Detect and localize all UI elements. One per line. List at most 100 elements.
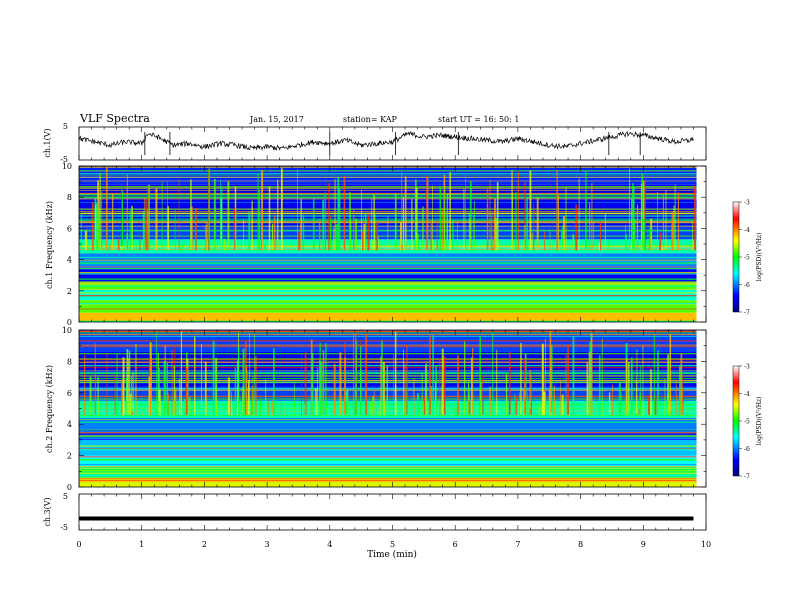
- ch2-heat-streak-104: [265, 379, 267, 415]
- ch2-heat-band-2: [79, 455, 697, 467]
- ch2-heat-streak-206: [155, 331, 157, 415]
- ch1-heat-streak-118: [472, 214, 474, 251]
- ch2-heat-streak-160: [325, 343, 327, 415]
- ch1-heat-streak-101: [343, 175, 346, 251]
- ch2-heat-streak-56: [530, 371, 533, 415]
- ch1-heat-streak-47: [401, 171, 403, 251]
- ch1-heat-hline-61: [79, 194, 697, 196]
- ch1-heat-streak-49: [297, 169, 299, 251]
- ch1-heat-streak-48: [117, 238, 120, 251]
- ch2-heat-streak-135: [403, 402, 405, 415]
- ch1-heat-streak-31: [99, 196, 100, 251]
- ch1-heat-streak-5: [268, 186, 271, 251]
- ch2-heat-streak-238: [227, 377, 230, 415]
- ch1-heat-streak-19: [441, 207, 443, 251]
- ch3-wave-frame: [78, 493, 707, 531]
- x-tick-label-1: 1: [139, 540, 144, 549]
- ch1-heat-streak-135: [439, 186, 442, 251]
- ch1-heat-streak-199: [588, 202, 591, 251]
- ch2-colorbar-scale: [732, 365, 740, 477]
- ch2-heat-streak-131: [424, 364, 427, 415]
- ch2-heat-streak-217: [267, 401, 269, 415]
- ch2-heat-streak-105: [523, 388, 525, 415]
- ch2-heat-streak-57: [654, 396, 657, 415]
- ch2-heat-streak-172: [612, 384, 613, 415]
- ch1-heat-streak-85: [489, 179, 491, 251]
- ch2-heat-streak-142: [304, 351, 307, 415]
- ch1-heat-streak-239: [662, 194, 664, 251]
- ch1-heat-hline-69: [79, 176, 697, 178]
- ch2-heat-streak-177: [231, 413, 233, 415]
- ch1-heat-band-1: [79, 300, 697, 313]
- ch2-heat-streak-69: [664, 378, 666, 415]
- ch2-heat-streak-157: [319, 360, 321, 415]
- ch1-spectrogram-panel: ch.1 Frequency (kHz) log(PSD)(V²/Hz): [45, 166, 763, 323]
- ch2-heat-streak-73: [380, 356, 382, 415]
- ch2-heat-streak-178: [150, 342, 152, 415]
- ch2-heat-streak-256: [322, 350, 325, 415]
- ch2-heat-hline-56: [79, 476, 697, 478]
- ch2-heat-streak-76: [255, 355, 257, 415]
- ch2-heat-streak-17: [272, 348, 275, 415]
- ch2-heat-streak-117: [121, 381, 123, 415]
- ch1-heat-hline-56: [79, 287, 697, 290]
- ch2-heat-streak-248: [609, 392, 611, 415]
- ch1-heat-streak-93: [84, 230, 87, 251]
- ch2-heat-streak-54: [174, 387, 177, 415]
- ch1-heat-streak-70: [316, 249, 318, 251]
- ch1-heat-streak-145: [604, 213, 606, 251]
- ch1-heat-streak-91: [657, 191, 659, 251]
- ch2-heat-streak-16: [648, 395, 650, 415]
- ch1-heat-streak-119: [677, 192, 680, 251]
- ch1-heat-streak-211: [120, 246, 123, 251]
- ch1-heat-streak-53: [302, 214, 305, 251]
- ch1-heat-streak-110: [561, 229, 563, 251]
- ch2-heat-streak-35: [467, 380, 470, 415]
- ch2-heat-hline-21: [79, 435, 697, 438]
- ch2-heat-streak-3: [189, 397, 191, 415]
- ch2-heat-streak-133: [553, 385, 555, 415]
- ch2-heat-streak-205: [354, 388, 356, 415]
- ch1-spec-ytick-label-5: 10: [62, 162, 72, 171]
- ch2-heat-band-5: [79, 417, 697, 431]
- ch1-heat-hline-27: [79, 173, 697, 175]
- ch2-heat-streak-247: [561, 394, 564, 415]
- ch2-spec-ytick-label-3: 6: [67, 389, 72, 398]
- ch1-colorbar-tick-label-1: -4: [744, 227, 750, 234]
- ch2-heat-streak-189: [166, 363, 168, 415]
- ch1-heat-streak-157: [361, 231, 364, 251]
- ch1-heat-streak-65: [549, 229, 551, 251]
- ch2-colorbar-tick-label-2: -5: [744, 419, 750, 426]
- ch1-heat-streak-225: [376, 222, 379, 251]
- ch2-heat-streak-191: [404, 363, 406, 415]
- ch2-heat-streak-97: [636, 349, 638, 415]
- ch1-heat-streak-29: [492, 247, 494, 251]
- ch2-heat-streak-113: [354, 330, 357, 415]
- ch2-heat-streak-237: [406, 344, 408, 415]
- ch1-heat-streak-170: [220, 179, 221, 251]
- ch2-spec-ytick-label-5: 10: [62, 326, 72, 335]
- ch2-heat-streak-252: [135, 354, 137, 415]
- ch2-heat-hline-2: [79, 477, 697, 479]
- ch2-heat-streak-168: [168, 402, 170, 415]
- ch1-waveform-panel: ch.1(V) 5 -5: [43, 122, 68, 164]
- ch2-heat-streak-234: [122, 357, 125, 415]
- ch2-heat-streak-230: [200, 343, 202, 415]
- ch1-heat-streak-9: [203, 248, 206, 251]
- ch2-heat-band-4: [79, 430, 697, 440]
- ch1-heat-streak-8: [529, 170, 532, 251]
- ch1-heat-streak-178: [363, 224, 365, 251]
- ch1-heat-streak-41: [112, 193, 114, 251]
- ch2-heat-streak-170: [129, 394, 132, 415]
- ch2-colorbar-tick-label-0: -3: [744, 364, 750, 371]
- ch1-heat-streak-168: [487, 204, 488, 251]
- ch1-heat-hline-46: [79, 271, 697, 273]
- ch3-waveform-ylabel: ch.3(V): [43, 497, 52, 526]
- ch1-heat-streak-242: [387, 215, 389, 251]
- ch1-heat-hline-5: [79, 285, 697, 287]
- ch2-spectrogram-ylabel: ch.2 Frequency (kHz): [45, 365, 54, 453]
- ch2-heat-hline-38: [79, 361, 697, 363]
- ch2-colorbar-tick-label-1: -4: [744, 391, 750, 398]
- ch1-heat-streak-2: [335, 224, 338, 251]
